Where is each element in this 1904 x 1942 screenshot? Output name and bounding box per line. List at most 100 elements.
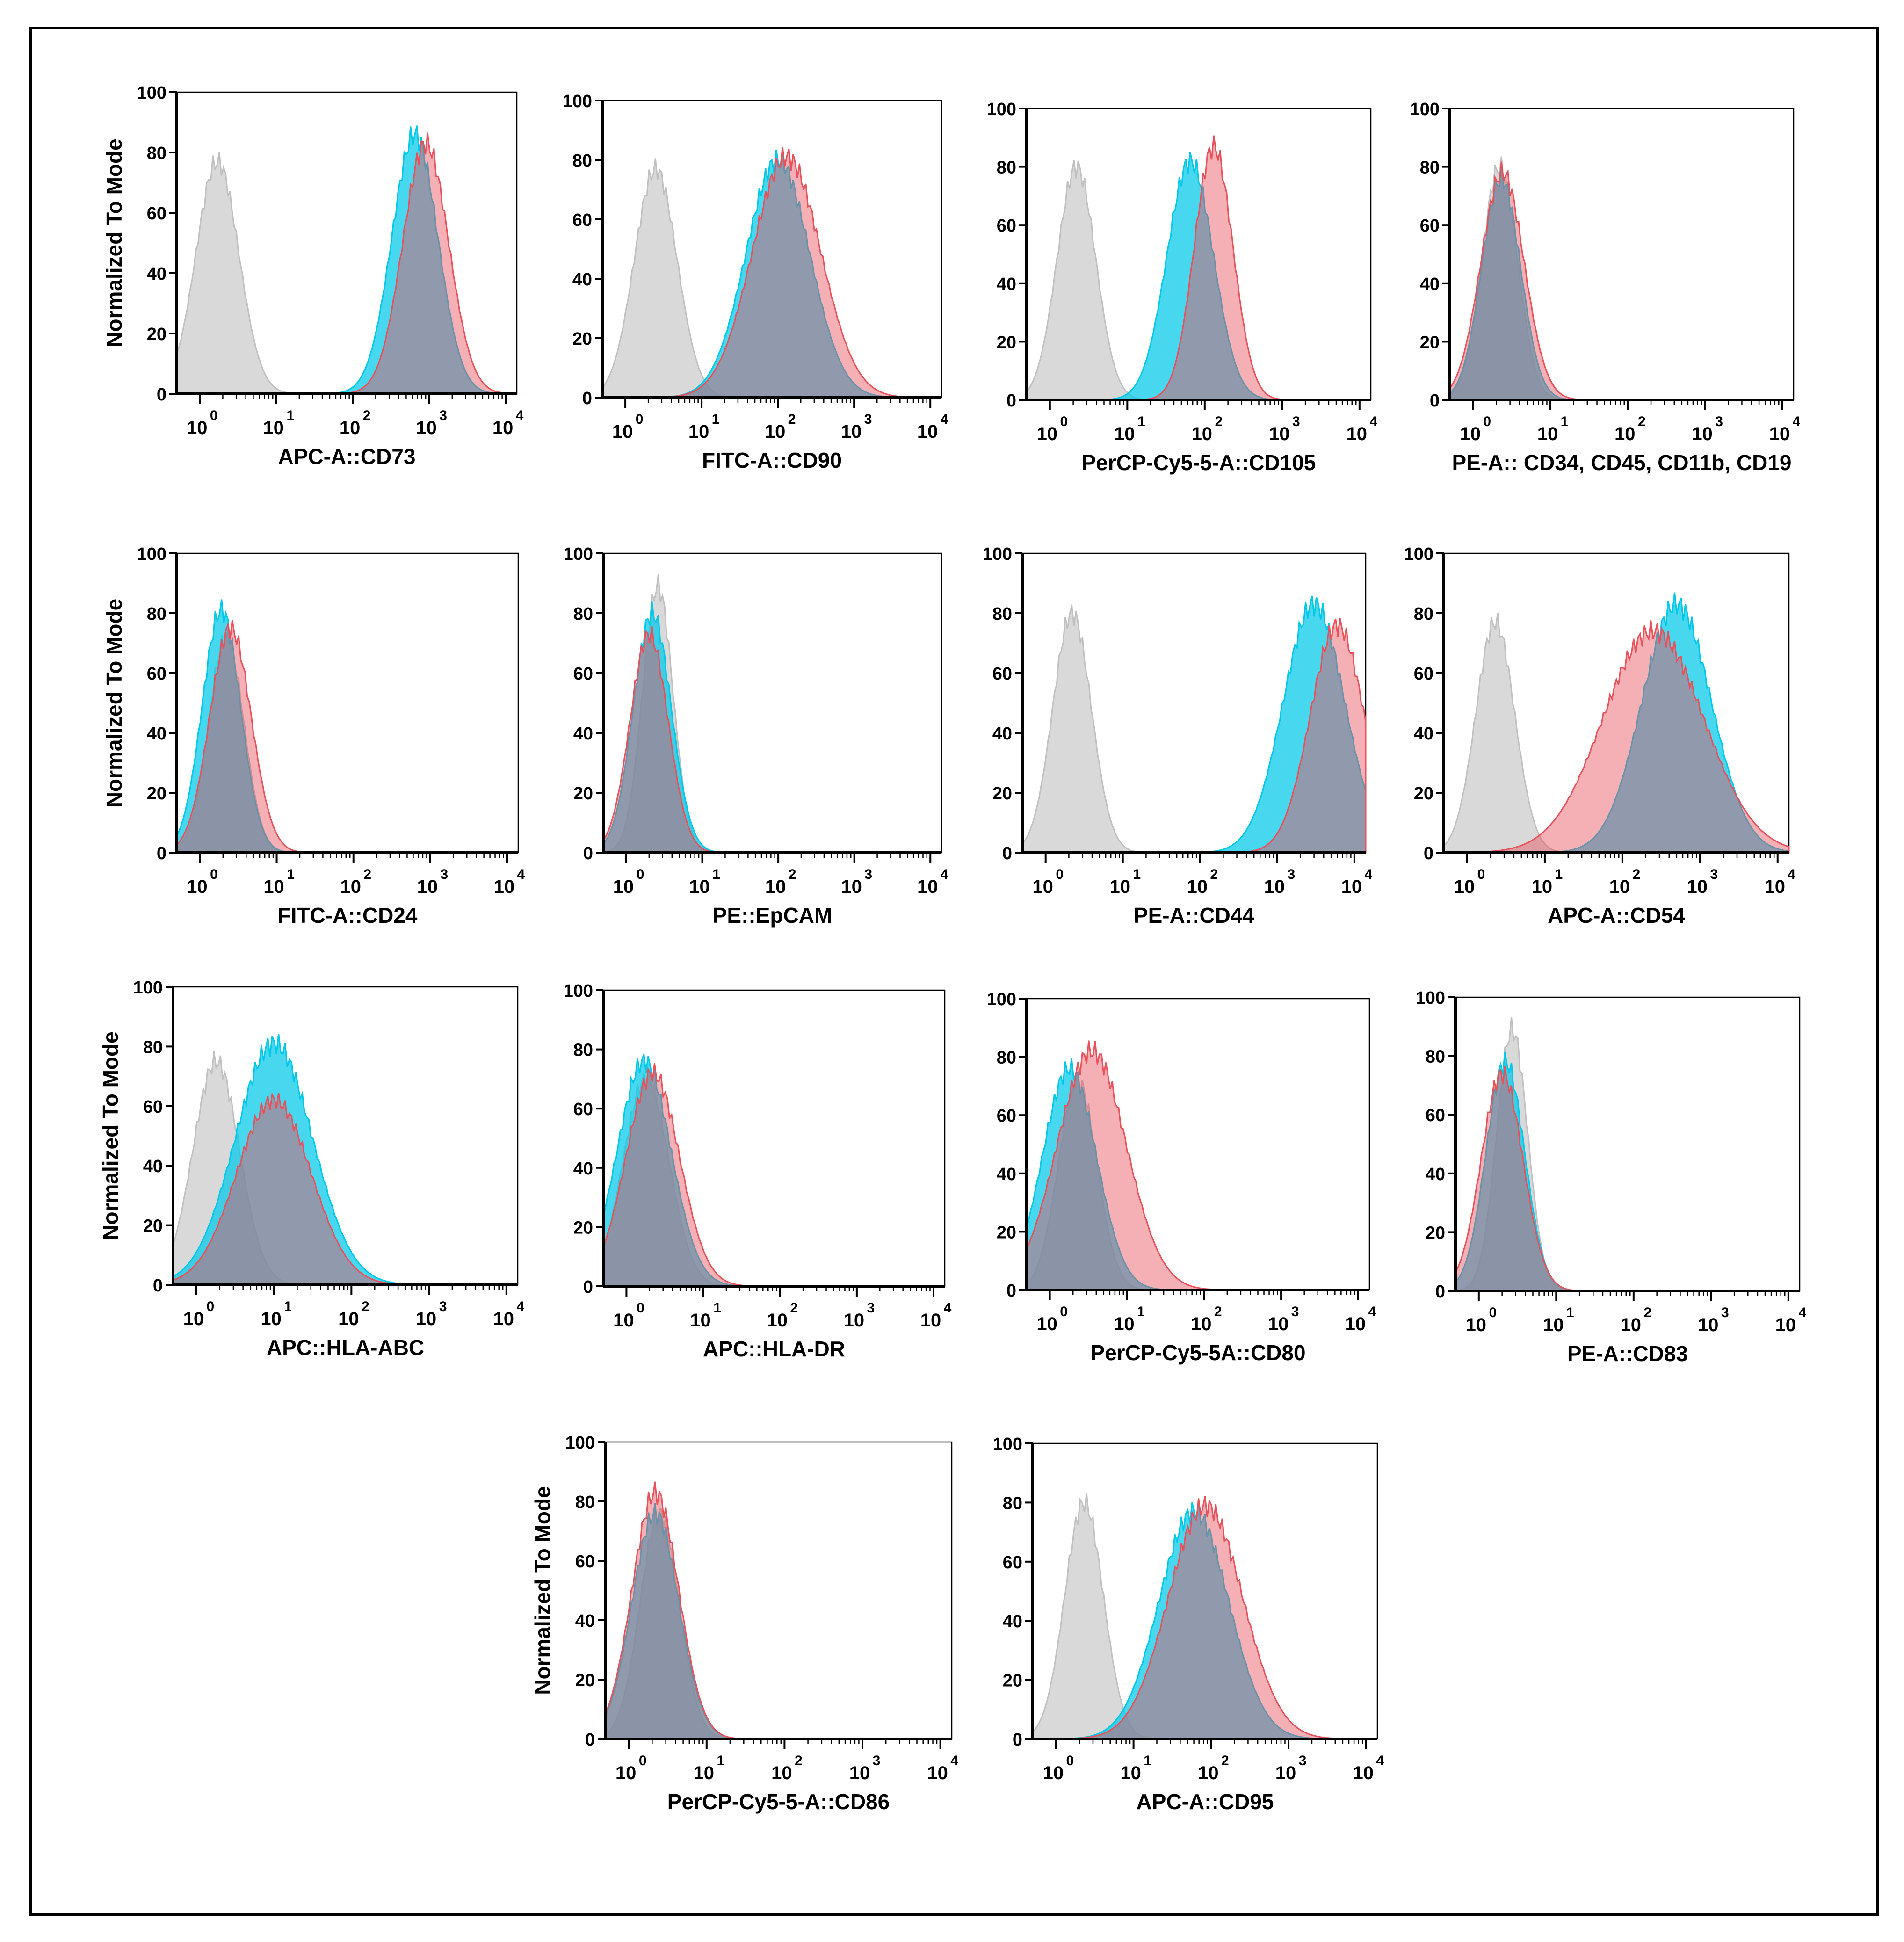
y-tick-label: 80 xyxy=(1420,158,1440,178)
x-tick-exponent: 4 xyxy=(1798,1305,1806,1320)
y-tick-label: 40 xyxy=(997,1165,1016,1184)
y-tick-label: 40 xyxy=(1426,1165,1445,1184)
x-tick-exponent: 4 xyxy=(1369,414,1377,429)
x-tick-label: 10 xyxy=(767,1310,788,1331)
y-tick-label: 20 xyxy=(992,784,1012,804)
x-tick-label: 10 xyxy=(1275,1763,1296,1783)
y-tick-label: 40 xyxy=(147,724,167,744)
x-tick-label: 10 xyxy=(1341,877,1362,897)
x-tick-label: 10 xyxy=(263,418,284,438)
x-tick-label: 10 xyxy=(187,877,208,897)
x-tick-label: 10 xyxy=(1454,877,1475,897)
x-axis-label: PE-A::CD44 xyxy=(1134,903,1255,928)
y-tick-label: 20 xyxy=(1420,333,1440,352)
y-tick-label: 100 xyxy=(987,990,1016,1009)
y-tick-label: 60 xyxy=(1003,1553,1022,1572)
x-tick-exponent: 3 xyxy=(1710,867,1718,882)
y-tick-label: 60 xyxy=(1414,664,1433,684)
x-tick-label: 10 xyxy=(694,1763,715,1783)
y-tick-label: 60 xyxy=(997,216,1016,236)
x-axis-label: PE::EpCAM xyxy=(713,903,833,928)
y-tick-label: 0 xyxy=(157,385,167,405)
x-tick-label: 10 xyxy=(492,418,514,438)
y-tick-label: 20 xyxy=(575,1671,595,1690)
y-tick-label: 60 xyxy=(573,1100,593,1119)
x-tick-label: 10 xyxy=(1037,424,1058,444)
x-axis-label: APC::HLA-DR xyxy=(703,1337,845,1361)
x-tick-exponent: 2 xyxy=(362,1299,369,1314)
x-tick-label: 10 xyxy=(183,1309,204,1329)
x-axis-label: APC-A::CD54 xyxy=(1548,903,1685,928)
y-tick-label: 80 xyxy=(1003,1493,1022,1513)
x-tick-exponent: 3 xyxy=(439,408,447,423)
x-tick-label: 10 xyxy=(920,1310,941,1331)
x-axis-label: PE-A:: CD34, CD45, CD11b, CD19 xyxy=(1452,450,1792,475)
x-tick-label: 10 xyxy=(689,877,710,897)
y-tick-label: 40 xyxy=(573,724,593,744)
y-tick-label: 100 xyxy=(563,92,592,111)
x-tick-label: 10 xyxy=(1543,1315,1564,1335)
y-tick-label: 60 xyxy=(147,664,167,684)
x-tick-exponent: 3 xyxy=(1715,414,1723,429)
y-tick-label: 80 xyxy=(573,1041,593,1060)
y-tick-label: 40 xyxy=(1414,724,1433,744)
y-tick-label: 0 xyxy=(1424,844,1433,863)
series-red xyxy=(1443,620,1790,854)
x-tick-label: 10 xyxy=(187,418,208,438)
y-tick-label: 40 xyxy=(147,264,167,284)
x-tick-label: 10 xyxy=(1765,877,1786,897)
x-tick-exponent: 0 xyxy=(639,1753,647,1768)
x-tick-exponent: 1 xyxy=(717,1753,724,1768)
x-tick-exponent: 0 xyxy=(1060,414,1068,429)
x-tick-label: 10 xyxy=(613,877,634,897)
y-tick-label: 20 xyxy=(147,325,167,344)
y-tick-label: 0 xyxy=(583,844,593,863)
x-tick-exponent: 4 xyxy=(944,1300,952,1316)
y-tick-label: 40 xyxy=(575,1611,595,1631)
x-tick-label: 10 xyxy=(340,418,361,438)
y-tick-label: 60 xyxy=(147,204,167,224)
x-tick-label: 10 xyxy=(1114,1314,1135,1334)
x-tick-label: 10 xyxy=(263,877,284,897)
figure-frame xyxy=(29,27,1879,1916)
y-tick-label: 0 xyxy=(1430,391,1440,411)
x-tick-label: 10 xyxy=(1109,877,1130,897)
x-tick-exponent: 4 xyxy=(1376,1753,1384,1768)
x-tick-exponent: 2 xyxy=(1214,1304,1222,1319)
x-tick-exponent: 4 xyxy=(516,1299,524,1314)
x-tick-label: 10 xyxy=(1460,424,1481,444)
y-tick-label: 60 xyxy=(997,1106,1016,1126)
y-tick-label: 0 xyxy=(153,1276,163,1296)
x-tick-label: 10 xyxy=(340,877,361,897)
y-tick-label: 0 xyxy=(585,1730,595,1750)
y-tick-label: 100 xyxy=(137,544,167,564)
histogram-panel: 020406080100100101102103104FITC-A::CD24N… xyxy=(102,544,525,928)
x-tick-exponent: 0 xyxy=(1477,867,1485,882)
histogram-panel: 020406080100100101102103104PerCP-Cy5-5A:… xyxy=(987,990,1376,1365)
x-tick-exponent: 3 xyxy=(441,867,449,882)
x-tick-exponent: 0 xyxy=(637,1300,644,1316)
x-tick-exponent: 0 xyxy=(637,867,644,882)
x-tick-label: 10 xyxy=(1769,424,1790,444)
y-tick-label: 80 xyxy=(1414,604,1433,624)
x-tick-label: 10 xyxy=(416,418,437,438)
x-tick-label: 10 xyxy=(1043,1763,1064,1783)
x-tick-label: 10 xyxy=(1120,1763,1141,1783)
y-tick-label: 20 xyxy=(572,329,592,349)
x-tick-label: 10 xyxy=(1264,877,1285,897)
x-tick-exponent: 2 xyxy=(1221,1753,1229,1768)
x-axis-label: PerCP-Cy5-5-A::CD105 xyxy=(1081,450,1316,475)
y-tick-label: 80 xyxy=(575,1493,595,1512)
x-tick-label: 10 xyxy=(1187,877,1208,897)
x-tick-label: 10 xyxy=(1191,1314,1212,1334)
y-tick-label: 0 xyxy=(157,844,167,863)
x-tick-label: 10 xyxy=(1775,1315,1796,1335)
x-tick-exponent: 3 xyxy=(1287,867,1295,882)
x-tick-label: 10 xyxy=(338,1309,359,1329)
x-tick-exponent: 1 xyxy=(1137,1304,1145,1319)
y-tick-label: 0 xyxy=(1013,1730,1022,1750)
y-tick-label: 0 xyxy=(1002,844,1012,863)
series-red xyxy=(1033,1496,1377,1740)
